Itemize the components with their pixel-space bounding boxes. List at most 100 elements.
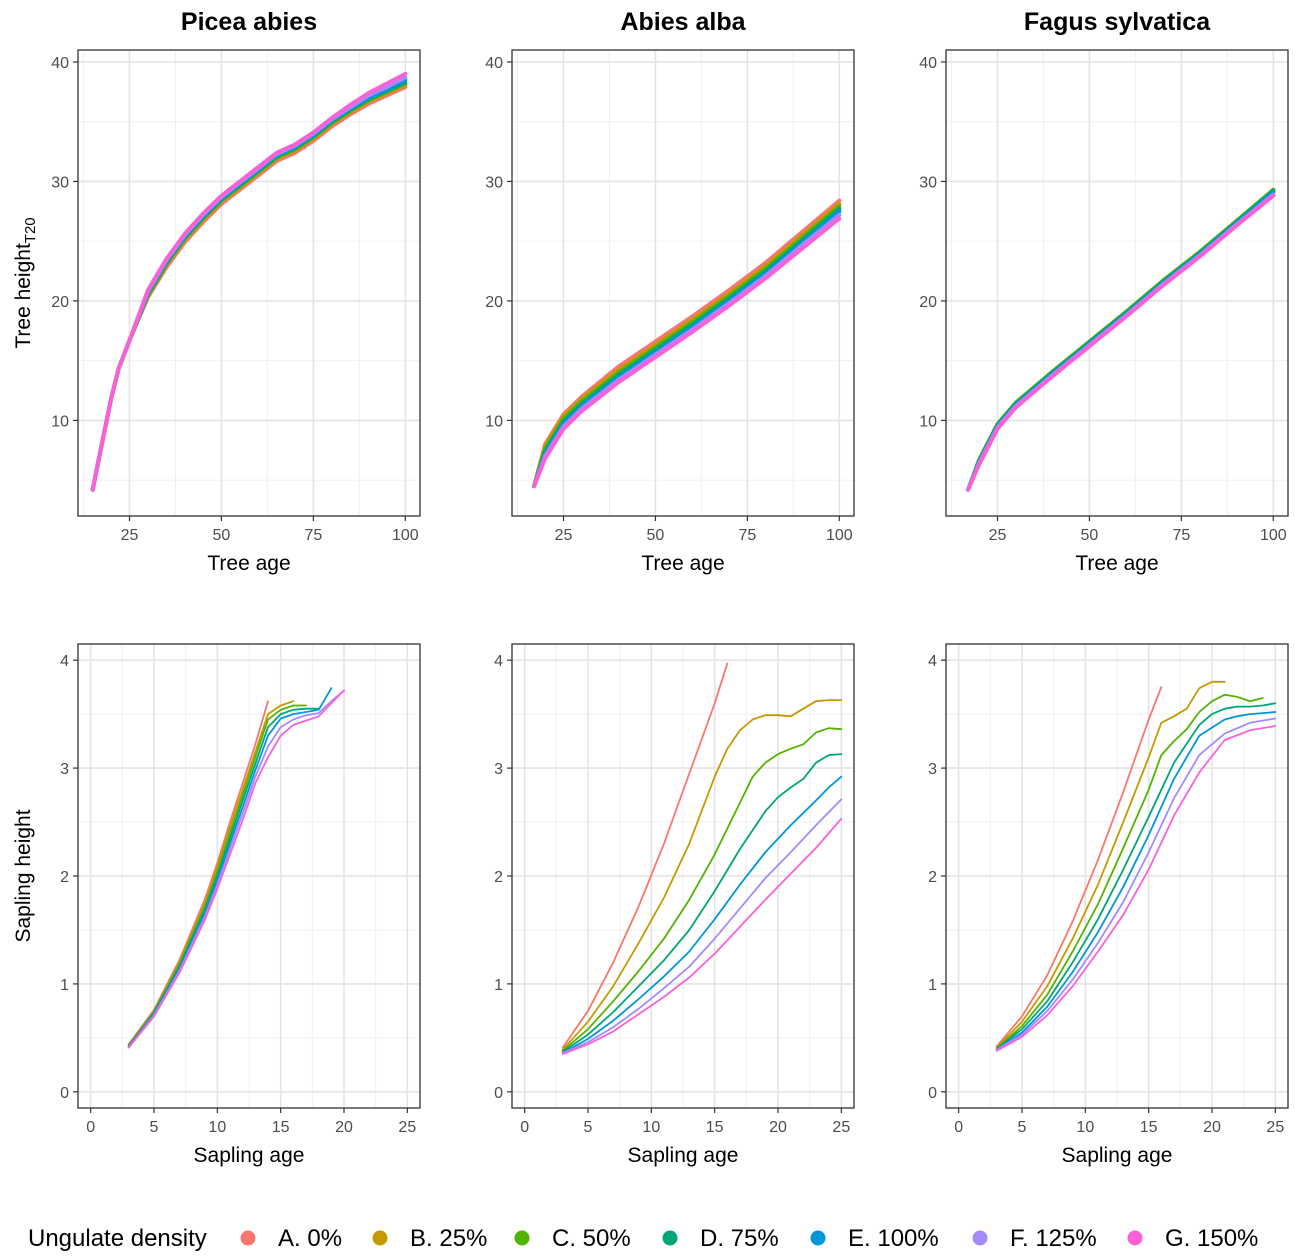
axis-ticks: 25 50 75 100 10 20 30 40 [919, 55, 1287, 544]
y-tick-label: 30 [919, 174, 937, 191]
series-line-b [90, 82, 408, 492]
series-line-e [561, 775, 843, 1054]
legend-label: B. 25% [410, 1225, 487, 1252]
panel-title: Abies alba [620, 8, 746, 36]
x-tick-label: 25 [398, 1119, 416, 1136]
axis-ticks: 25 50 75 100 10 20 30 40 [51, 55, 419, 544]
y-tick-label: 2 [928, 869, 937, 886]
axis-ticks: 0 5 10 15 20 25 0 1 2 3 4 [494, 653, 850, 1136]
series-lines [532, 198, 842, 489]
series-line-d [561, 753, 843, 1053]
major-gridlines [78, 50, 420, 516]
series-line-a [561, 662, 729, 1049]
series-line-d [127, 707, 320, 1048]
series-line-c [127, 704, 307, 1047]
x-tick-label: 100 [392, 527, 419, 544]
x-tick-label: 5 [150, 1119, 159, 1136]
y-tick-label: 2 [494, 869, 503, 886]
series-line-f [90, 75, 408, 492]
y-tick-label: 0 [928, 1085, 937, 1102]
x-tick-label: 20 [1203, 1119, 1221, 1136]
x-tick-label: 25 [832, 1119, 850, 1136]
y-tick-label: 30 [51, 174, 69, 191]
x-axis-label: Sapling age [628, 1144, 739, 1167]
x-tick-label: 0 [954, 1119, 963, 1136]
series-line-e [90, 77, 408, 492]
x-tick-label: 10 [208, 1119, 226, 1136]
major-gridlines [512, 644, 854, 1108]
legend-key-g [1127, 1230, 1143, 1246]
major-gridlines [78, 644, 420, 1108]
x-tick-label: 10 [1076, 1119, 1094, 1136]
legend-key-c [514, 1230, 530, 1246]
x-tick-label: 15 [272, 1119, 290, 1136]
major-gridlines [946, 644, 1288, 1108]
panel-top-left: 25 50 75 100 10 20 30 40 Picea abies Tree age Tree… [12, 8, 421, 575]
legend-item: G. 150% [1127, 1225, 1258, 1252]
x-axis-label: Tree age [207, 552, 290, 575]
series-line-f [127, 689, 345, 1049]
series-line-g [966, 193, 1276, 492]
legend-item: C. 50% [514, 1225, 631, 1252]
x-tick-label: 15 [706, 1119, 724, 1136]
series-line-d [995, 702, 1277, 1050]
y-axis-label: Sapling height [12, 809, 35, 942]
major-gridlines [946, 50, 1288, 516]
x-tick-label: 75 [738, 527, 756, 544]
y-tick-label: 10 [485, 413, 503, 430]
y-tick-label: 10 [51, 413, 69, 430]
x-tick-label: 25 [989, 527, 1007, 544]
axis-ticks: 0 5 10 15 20 25 0 1 2 3 4 [60, 653, 416, 1136]
x-tick-label: 10 [642, 1119, 660, 1136]
series-line-a [90, 85, 408, 492]
series-line-g [561, 817, 843, 1055]
panel-bottom-middle: 0 5 10 15 20 25 0 1 2 3 4 Sapling age [494, 643, 855, 1167]
series-line-a [127, 700, 269, 1046]
series-line-a [995, 686, 1163, 1048]
series-line-e [995, 711, 1277, 1051]
series-line-g [90, 71, 408, 492]
minor-gridlines [78, 50, 420, 516]
y-tick-label: 4 [60, 653, 69, 670]
legend-label: D. 75% [700, 1225, 779, 1252]
y-tick-label: 2 [60, 869, 69, 886]
x-tick-label: 50 [1081, 527, 1099, 544]
series-line-c [90, 81, 408, 492]
legend-item: D. 75% [662, 1225, 779, 1252]
y-tick-label: 1 [494, 977, 503, 994]
series-line-b [561, 699, 843, 1051]
y-tick-label: 10 [919, 413, 937, 430]
x-tick-label: 0 [520, 1119, 529, 1136]
series-lines [90, 71, 408, 492]
x-tick-label: 75 [1172, 527, 1190, 544]
y-tick-label: 20 [51, 294, 69, 311]
y-tick-label: 20 [919, 294, 937, 311]
panel-title: Picea abies [181, 8, 317, 36]
minor-gridlines [946, 50, 1288, 516]
y-tick-label: 3 [60, 761, 69, 778]
y-tick-label: 40 [919, 55, 937, 72]
y-axis-label-subscript: T20 [22, 217, 39, 243]
x-tick-label: 100 [826, 527, 853, 544]
panel-border [945, 49, 1289, 517]
legend-key-e [810, 1230, 826, 1246]
y-tick-label: 1 [928, 977, 937, 994]
legend-label: F. 125% [1010, 1225, 1097, 1252]
legend-key-f [972, 1230, 988, 1246]
legend-item: E. 100% [810, 1225, 939, 1252]
major-gridlines [512, 50, 854, 516]
legend-item: F. 125% [972, 1225, 1097, 1252]
legend-key-a [240, 1230, 256, 1246]
x-tick-label: 75 [304, 527, 322, 544]
legend-key-d [662, 1230, 678, 1246]
x-axis-label: Sapling age [1062, 1144, 1173, 1167]
series-lines [995, 680, 1277, 1052]
panel-border [77, 49, 421, 517]
series-line-g [127, 689, 345, 1049]
series-lines [966, 187, 1276, 492]
series-lines [127, 687, 345, 1049]
panel-bottom-right: 0 5 10 15 20 25 0 1 2 3 4 Sapling age [928, 643, 1289, 1167]
legend-entries: A. 0% B. 25% C. 50% D. 75% E. 100% F. 125% G. … [240, 1225, 1258, 1252]
